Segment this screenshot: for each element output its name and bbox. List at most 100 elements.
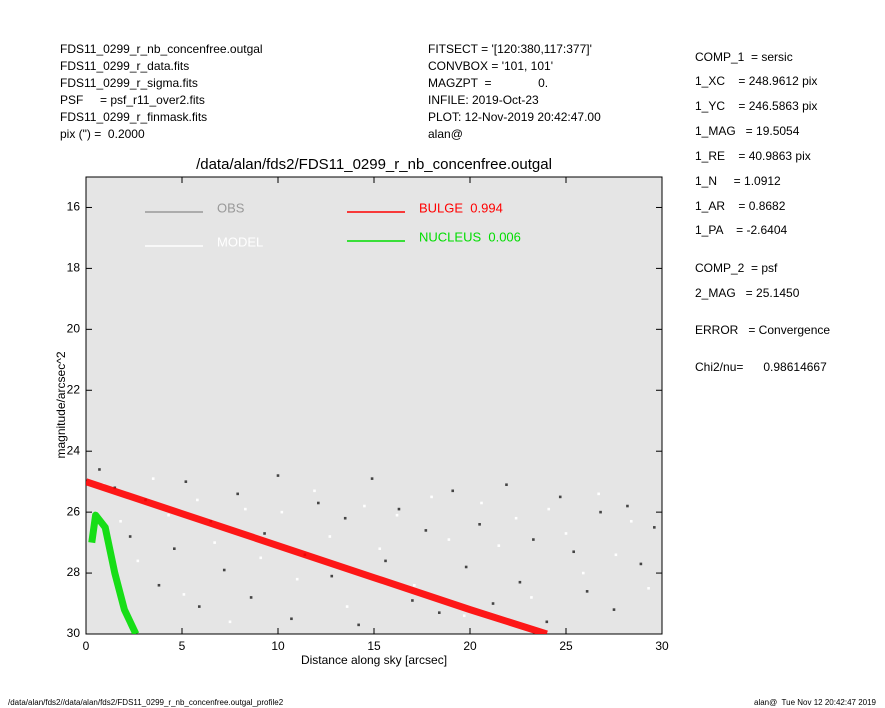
y-tick-label: 18 [67,261,81,275]
y-tick-label: 28 [67,565,81,579]
header-right-line: Chi2/nu= 0.98614667 [695,360,827,374]
data-point [173,547,176,550]
data-point [464,565,468,569]
header-right-line: 1_YC = 246.5863 pix [695,99,817,113]
data-point [480,501,483,505]
header-right-line: 1_MAG = 19.5054 [695,124,800,138]
marks [86,468,656,634]
y-tick-label: 22 [67,382,81,396]
header-middle-line: FITSECT = '[120:380,117:377]' [428,42,592,56]
y-tick-label: 30 [67,626,81,640]
data-point [518,580,522,584]
data-point [276,474,280,477]
data-point [295,577,299,581]
data-point [213,541,216,544]
data-point [451,489,455,493]
data-point [564,532,568,535]
data-point [128,535,132,538]
x-axis-label: Distance along sky [arcsec] [301,653,447,667]
data-point [249,596,253,599]
header-right-line: 1_N = 1.0912 [695,174,781,188]
header-right-line: 1_AR = 0.8682 [695,199,786,213]
data-point [653,526,656,529]
data-point [345,605,349,608]
data-point [357,623,360,627]
data-point [462,614,466,618]
data-point [558,495,562,499]
header-right-line: 1_RE = 40.9863 pix [695,149,811,163]
data-point [505,483,508,487]
data-point [222,568,226,572]
data-point [136,559,140,563]
profile-band [88,511,140,634]
header-middle-line: alan@ [428,127,463,141]
header-middle-line: PLOT: 12-Nov-2019 20:42:47.00 [428,110,601,124]
data-point [263,532,266,535]
header-left-line: FDS11_0299_r_data.fits [60,59,189,73]
data-point [397,507,401,511]
header-right-line: COMP_2 = psf [695,261,778,275]
x-tick-label: 0 [83,639,90,653]
legend-label: MODEL [217,234,263,249]
x-tick-label: 30 [655,639,669,653]
data-point [196,498,199,502]
data-point [545,620,549,624]
data-point [370,477,374,480]
data-point [437,611,441,614]
data-point [626,504,629,508]
header-right-line: COMP_1 = sersic [695,50,793,64]
data-point [378,547,382,550]
data-point [184,480,188,483]
data-point [290,617,293,621]
data-point [330,574,334,578]
data-point [629,519,633,523]
header-middle-line: INFILE: 2019-Oct-23 [428,93,539,107]
data-point [599,510,602,514]
x-tick-label: 20 [463,639,477,653]
header-right-line: ERROR = Convergence [695,323,830,337]
y-axis-label: magnitude/arcsec^2 [54,351,68,458]
data-point [259,556,263,560]
data-point [363,504,366,508]
data-point [228,620,232,624]
header-right-line: 2_MAG = 25.1450 [695,286,800,300]
data-point [612,608,616,611]
x-tick-label: 15 [367,639,381,653]
header-middle-line: MAGZPT = 0. [428,76,548,90]
data-point [236,492,239,496]
data-point [244,507,247,511]
data-point [395,513,399,517]
header-left-line: pix (") = 0.2000 [60,127,145,141]
data-point [478,523,481,526]
data-point [514,516,518,520]
profile-band [86,478,548,634]
header-left-line: FDS11_0299_r_nb_concenfree.outgal [60,42,263,56]
data-point [182,593,186,596]
x-tick-label: 25 [559,639,573,653]
header-left-line: FDS11_0299_r_finmask.fits [60,110,207,124]
legend-label: NUCLEUS 0.006 [419,229,521,244]
data-point [532,538,535,541]
x-tick-label: 5 [179,639,186,653]
legend-label: BULGE 0.994 [419,200,503,215]
data-point [343,516,347,520]
data-point [313,489,316,493]
header-left-line: PSF = psf_r11_over2.fits [60,93,205,107]
data-point [328,535,332,538]
data-point [647,587,650,590]
data-point [547,507,551,511]
data-point [639,562,643,566]
data-point [491,602,495,605]
data-point [581,571,585,575]
y-tick-label: 24 [67,443,81,457]
legend-label: OBS [217,200,245,215]
data-point [572,550,575,554]
data-point [280,510,284,514]
data-point [497,544,501,547]
header-right-line: 1_XC = 248.9612 pix [695,74,817,88]
data-point [119,519,122,523]
data-point [197,605,201,608]
data-point [317,501,320,505]
data-point [157,583,161,587]
